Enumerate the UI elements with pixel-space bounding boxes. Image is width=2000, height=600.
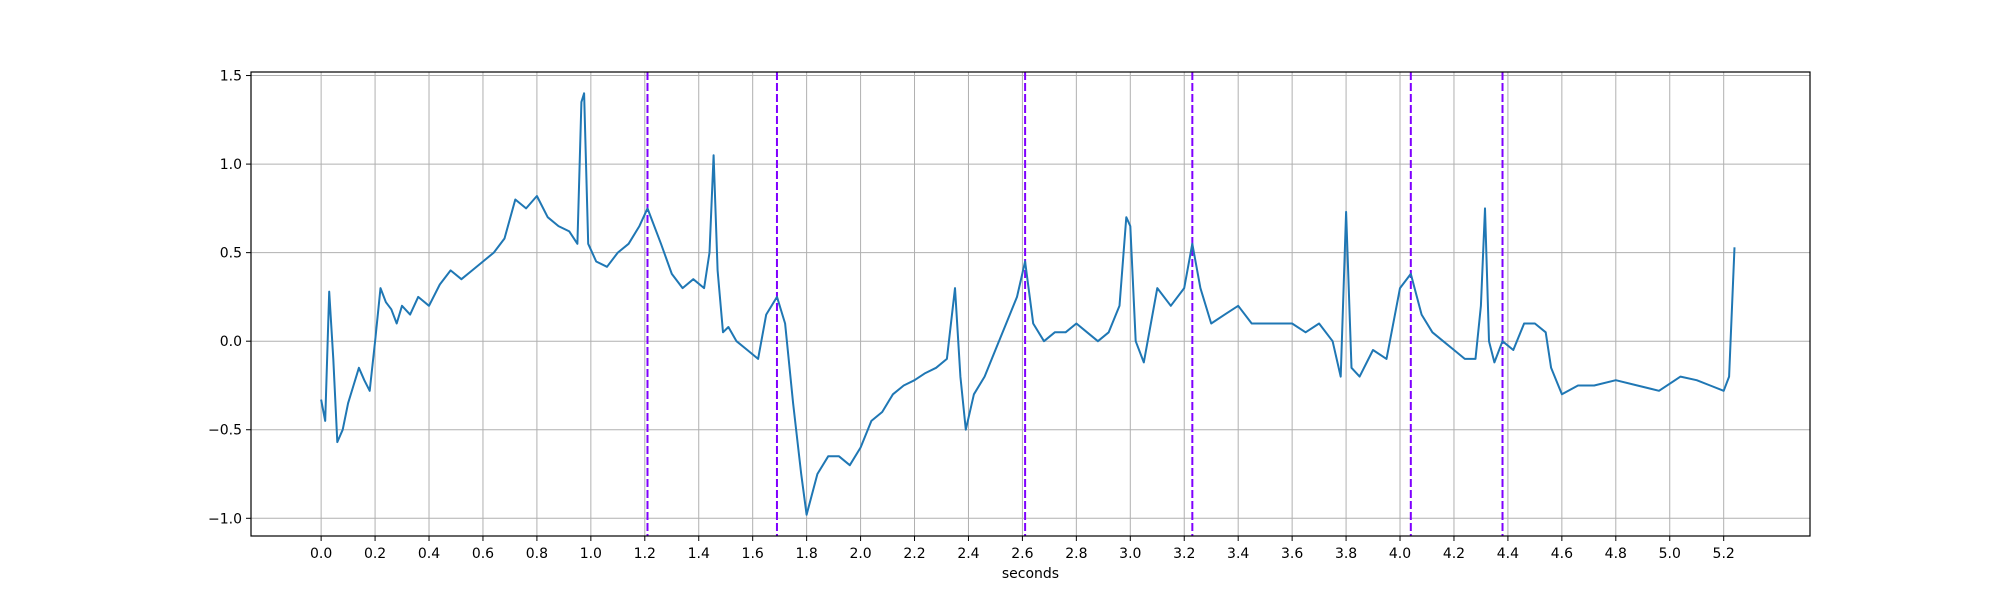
x-tick-label: 5.2 — [1713, 546, 1735, 562]
x-tick-label: 0.0 — [310, 546, 332, 562]
x-tick-label: 2.4 — [957, 546, 979, 562]
x-tick-label: 4.8 — [1605, 546, 1627, 562]
x-tick-label: 1.8 — [795, 546, 817, 562]
x-tick-label: 1.6 — [742, 546, 764, 562]
series-line — [320, 92, 1736, 516]
x-tick-label: 4.6 — [1551, 546, 1573, 562]
x-tick-label: 1.0 — [580, 546, 602, 562]
x-tick-label: 0.2 — [364, 546, 386, 562]
vertical-markers — [646, 72, 1504, 536]
y-tick-label: 1.5 — [220, 69, 242, 85]
x-tick-label: 4.4 — [1497, 546, 1519, 562]
x-tick-label: 3.4 — [1227, 546, 1249, 562]
grid — [251, 72, 1810, 536]
x-tick-label: 0.4 — [418, 546, 440, 562]
x-tick-label: 4.0 — [1389, 546, 1411, 562]
x-tick-label: 2.2 — [903, 546, 925, 562]
x-tick-label: 3.0 — [1119, 546, 1141, 562]
y-axis-ticks: 1.5 1.0 0.5 0.0 −0.5 −1.0 — [208, 69, 251, 527]
x-tick-label: 3.2 — [1173, 546, 1195, 562]
y-tick-label: 0.0 — [220, 334, 242, 350]
x-tick-label: 2.6 — [1011, 546, 1033, 562]
x-tick-label: 2.0 — [849, 546, 871, 562]
plot-frame — [250, 71, 1811, 537]
x-tick-label: 0.8 — [526, 546, 548, 562]
x-tick-label: 3.6 — [1281, 546, 1303, 562]
x-tick-label: 4.2 — [1443, 546, 1465, 562]
x-tick-label: 0.6 — [472, 546, 494, 562]
x-tick-label: 1.2 — [634, 546, 656, 562]
x-tick-label: 5.0 — [1659, 546, 1681, 562]
x-axis-ticks: 0.0 0.2 0.4 0.6 0.8 1.0 1.2 1.4 1.6 1.8 2.0 2.2 2.4 2… — [310, 536, 1735, 562]
y-tick-label: 1.0 — [220, 157, 242, 173]
y-tick-label: −1.0 — [208, 511, 242, 527]
x-tick-label: 3.8 — [1335, 546, 1357, 562]
x-tick-label: 2.8 — [1065, 546, 1087, 562]
series-layer — [320, 92, 1736, 516]
x-tick-label: 1.4 — [688, 546, 710, 562]
y-tick-label: 0.5 — [220, 246, 242, 262]
x-axis-label: seconds — [1002, 566, 1059, 582]
y-tick-label: −0.5 — [208, 423, 242, 439]
